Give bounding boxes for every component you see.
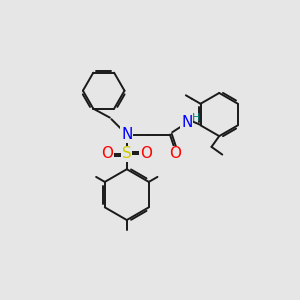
Text: S: S bbox=[122, 146, 132, 161]
Text: O: O bbox=[101, 146, 113, 161]
Text: O: O bbox=[140, 146, 152, 161]
Text: N: N bbox=[181, 115, 193, 130]
Text: N: N bbox=[121, 127, 133, 142]
Text: O: O bbox=[169, 146, 181, 161]
Text: H: H bbox=[191, 113, 200, 123]
